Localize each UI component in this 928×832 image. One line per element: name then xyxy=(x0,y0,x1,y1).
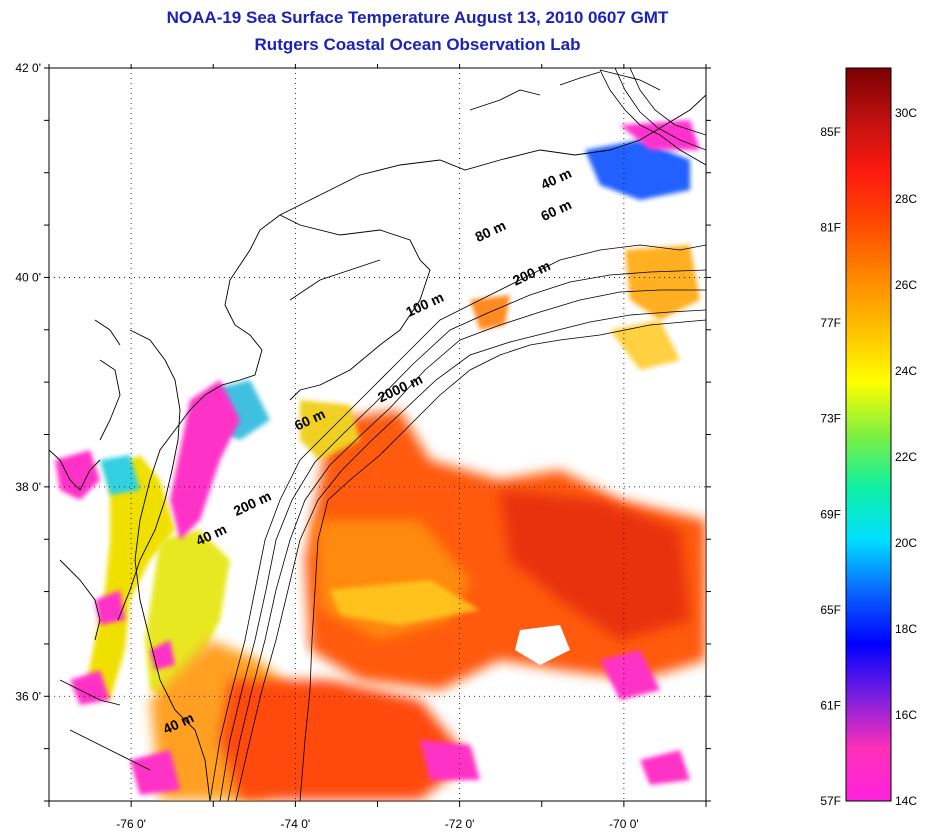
longitude-label: -70 0' xyxy=(609,817,639,831)
cool-patch-bay xyxy=(100,455,140,495)
cloud-hole-1 xyxy=(515,625,570,665)
cloud-hole-3 xyxy=(470,690,530,725)
colorbar-fahrenheit-label: 65F xyxy=(820,603,841,617)
colorbar-fahrenheit-label: 81F xyxy=(820,221,841,235)
cool-patch-new-england xyxy=(585,140,690,200)
offshore-yellow-streak xyxy=(330,580,480,625)
latitude-label: 40 0' xyxy=(15,270,41,284)
colorbar-fahrenheit-label: 73F xyxy=(820,412,841,426)
latitude-label: 38 0' xyxy=(15,480,41,494)
colorbar-celsius-label: 28C xyxy=(895,192,917,206)
offshore-deep-red-water xyxy=(500,490,690,640)
colorbar-fahrenheit-label: 61F xyxy=(820,698,841,712)
colorbar-fahrenheit-label: 69F xyxy=(820,507,841,521)
longitude-label: -74 0' xyxy=(281,817,311,831)
south-red-water xyxy=(220,680,470,800)
warm-patch-se xyxy=(610,320,680,370)
longitude-labels: -76 0' -74 0' -72 0' -70 0' xyxy=(116,817,638,831)
colorbar-celsius-label: 14C xyxy=(895,794,917,808)
latitude-label: 36 0' xyxy=(15,689,41,703)
colorbar-fahrenheit-label: 57F xyxy=(820,794,841,808)
warm-patch-offshore-ne xyxy=(625,245,700,320)
colorbar-celsius-label: 26C xyxy=(895,278,917,292)
colorbar-celsius-label: 30C xyxy=(895,106,917,120)
cloud-hole-2 xyxy=(280,635,305,665)
colorbar-fahrenheit-label: 77F xyxy=(820,316,841,330)
colorbar xyxy=(845,67,892,802)
longitude-label: -72 0' xyxy=(445,817,475,831)
map-subtitle: Rutgers Coastal Ocean Observation Lab xyxy=(254,35,581,54)
colorbar-fahrenheit-label: 85F xyxy=(820,125,841,139)
longitude-label: -76 0' xyxy=(116,817,146,831)
colorbar-celsius-labels: 30C 28C 26C 24C 22C 20C 18C 16C 14C xyxy=(895,106,917,808)
coastline xyxy=(49,69,706,801)
chesapeake-warm-water xyxy=(85,455,175,700)
colorbar-celsius-label: 18C xyxy=(895,622,917,636)
graticule xyxy=(49,67,706,801)
map-title: NOAA-19 Sea Surface Temperature August 1… xyxy=(166,8,669,27)
isobaths xyxy=(209,68,706,801)
colorbar-fahrenheit-labels: 85F 81F 77F 73F 69F 65F 61F 57F xyxy=(820,125,841,808)
colorbar-celsius-label: 24C xyxy=(895,364,917,378)
colorbar-celsius-label: 22C xyxy=(895,450,917,464)
warm-patch-shelfbreak xyxy=(470,295,510,330)
cloud-edge-patches xyxy=(55,380,690,795)
latitude-label: 42 0' xyxy=(15,61,41,75)
axis-ticks xyxy=(44,64,711,807)
colorbar-celsius-label: 16C xyxy=(895,708,917,722)
colorbar-celsius-label: 20C xyxy=(895,536,917,550)
latitude-labels: 42 0' 40 0' 38 0' 36 0' xyxy=(15,61,41,703)
